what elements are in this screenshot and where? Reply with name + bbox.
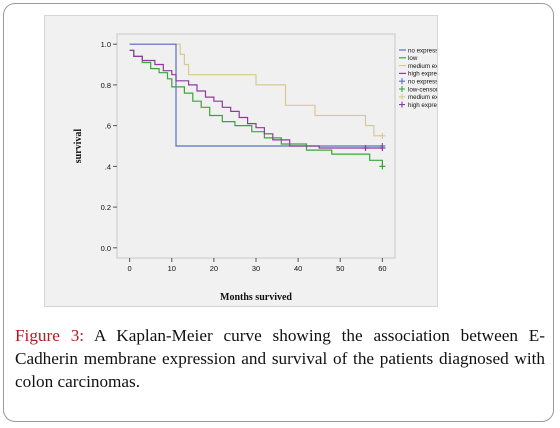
figure-caption: Figure 3: A Kaplan-Meier curve showing t… [15, 324, 545, 393]
y-tick-label: .4 [105, 162, 111, 171]
series-line-low [129, 49, 383, 167]
y-tick-label: 0.2 [101, 203, 111, 212]
series-line-high-expression [129, 49, 383, 149]
y-tick-label: .6 [105, 122, 111, 131]
x-tick-label: 10 [168, 264, 176, 273]
legend-label: no expression-censored [408, 79, 437, 86]
censor-mark-high-expression [362, 145, 369, 152]
series-line-medium-expression [129, 43, 383, 137]
figure-caption-text: A Kaplan-Meier curve showing the associa… [15, 326, 545, 391]
figure-label: Figure 3: [15, 326, 85, 345]
legend-label: low-censored [408, 86, 437, 93]
legend-label: no expression [408, 47, 437, 54]
legend-swatch [399, 101, 405, 108]
censor-mark-low [379, 163, 386, 170]
legend-swatch [399, 86, 405, 92]
y-tick-label: 1.0 [101, 40, 111, 49]
x-axis-label: Months survived [220, 292, 292, 303]
legend-label: low [408, 55, 418, 62]
x-tick-label: 40 [294, 264, 302, 273]
y-tick-label: 0.8 [101, 81, 111, 90]
x-tick-label: 50 [336, 264, 344, 273]
x-tick-label: 30 [252, 264, 260, 273]
x-tick-label: 0 [128, 264, 132, 273]
legend-label: medium expression [408, 63, 437, 70]
y-tick-label: 0.0 [101, 244, 111, 253]
legend-swatch [399, 78, 405, 85]
legend-swatch [399, 93, 405, 100]
figure-frame: 0.0 0.2 .4 .6 0.8 1.0 0 10 20 30 40 50 60 Months surv… [3, 3, 554, 422]
series-line-no-expression [129, 43, 383, 147]
censor-mark-high-expression [379, 145, 386, 152]
legend-label: medium expression-censored [408, 94, 437, 101]
x-tick-label: 20 [210, 264, 218, 273]
censor-mark-medium-expression [379, 132, 386, 139]
legend-label: high expression-censored [408, 102, 437, 109]
legend-label: high expression [408, 71, 437, 78]
x-tick-label: 60 [378, 264, 386, 273]
chart-panel: 0.0 0.2 .4 .6 0.8 1.0 0 10 20 30 40 50 60 Months surv… [44, 15, 438, 307]
kaplan-meier-chart: 0.0 0.2 .4 .6 0.8 1.0 0 10 20 30 40 50 60 Months surv… [73, 33, 437, 303]
y-axis-label: survival [73, 129, 84, 164]
